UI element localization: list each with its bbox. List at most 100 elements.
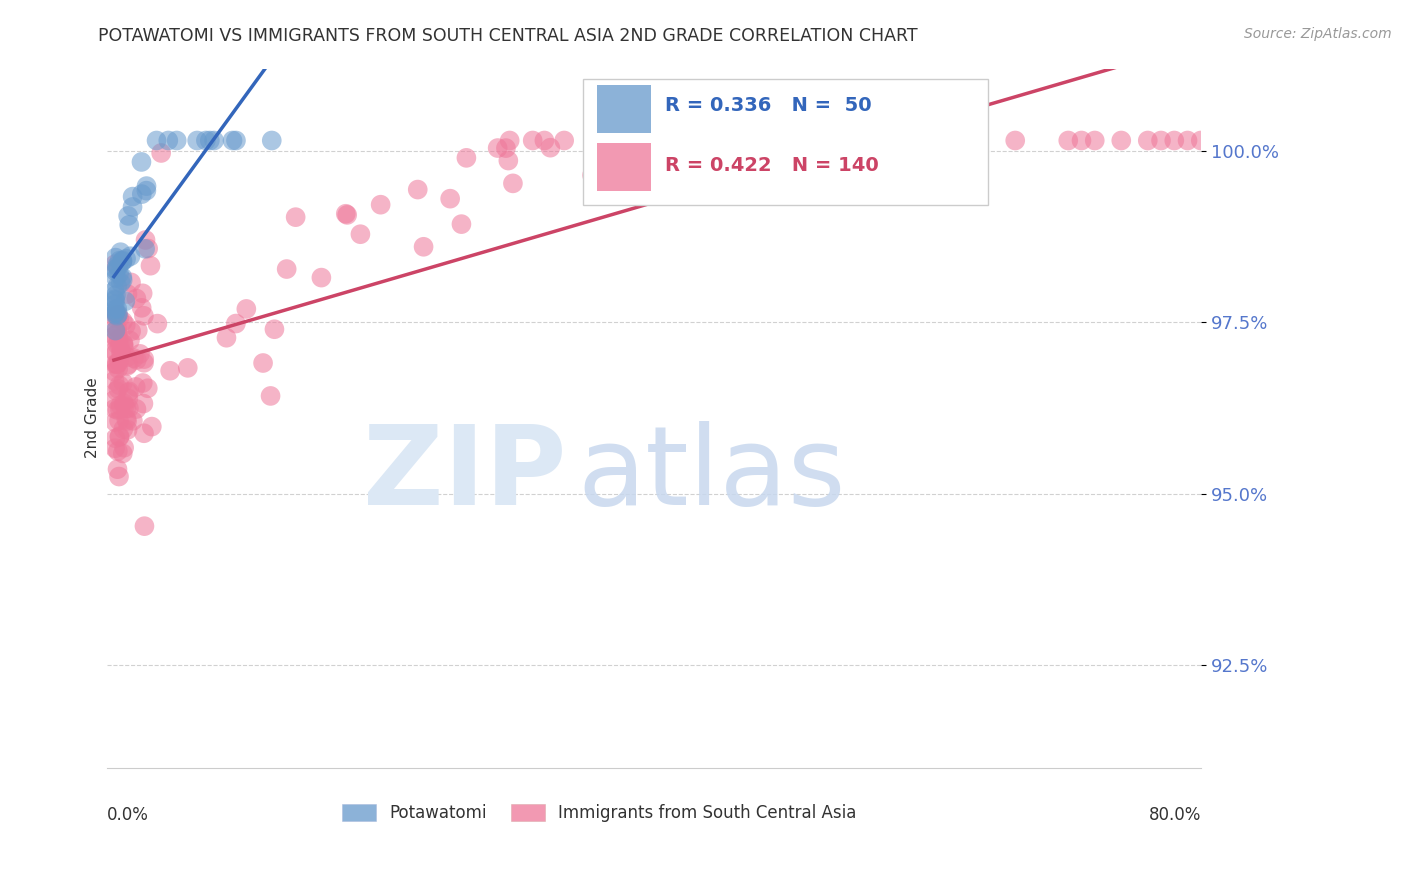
Point [104, 311, 127, 326]
Point [439, 192, 461, 206]
Point [112, 441, 135, 455]
Point [159, 364, 181, 378]
Point [104, 293, 127, 308]
Point [177, 360, 200, 375]
Point [115, 359, 138, 373]
Point [114, 399, 136, 413]
Point [681, 134, 703, 148]
Point [105, 384, 128, 398]
Point [115, 350, 138, 364]
Point [186, 134, 208, 148]
Point [122, 351, 145, 365]
Point [104, 305, 127, 319]
Point [263, 322, 285, 336]
Point [107, 382, 129, 396]
Point [1177, 134, 1199, 148]
Point [108, 402, 131, 417]
Point [107, 308, 129, 322]
Point [120, 249, 142, 263]
Point [105, 357, 128, 371]
Point [499, 134, 522, 148]
Point [120, 324, 142, 338]
Point [284, 210, 307, 224]
Point [108, 414, 131, 428]
Point [132, 426, 155, 441]
Point [486, 141, 509, 155]
Point [235, 301, 257, 316]
Point [110, 398, 132, 412]
Point [122, 414, 145, 428]
Point [132, 356, 155, 370]
Point [1136, 134, 1159, 148]
Point [105, 301, 128, 316]
Point [108, 469, 131, 483]
Point [105, 309, 128, 323]
Point [104, 442, 127, 456]
Point [1070, 134, 1092, 148]
Point [134, 352, 156, 367]
Point [115, 252, 138, 266]
Point [134, 242, 156, 256]
Point [125, 402, 148, 417]
Point [111, 446, 134, 460]
Y-axis label: 2nd Grade: 2nd Grade [86, 377, 100, 458]
Text: R = 0.422   N = 140: R = 0.422 N = 140 [665, 155, 879, 175]
Point [103, 365, 125, 379]
Point [1163, 134, 1185, 148]
Point [533, 134, 555, 148]
Point [112, 336, 135, 351]
Point [125, 292, 148, 306]
Point [107, 326, 129, 341]
Point [117, 392, 139, 406]
Point [412, 240, 434, 254]
Text: 80.0%: 80.0% [1149, 806, 1201, 824]
Point [125, 352, 148, 367]
Point [538, 141, 561, 155]
Point [146, 317, 169, 331]
Point [450, 217, 472, 231]
Point [150, 145, 173, 160]
Point [104, 324, 127, 338]
Point [110, 245, 132, 260]
Point [105, 279, 128, 293]
Point [110, 344, 132, 359]
FancyBboxPatch shape [598, 143, 651, 191]
Point [225, 134, 247, 148]
Point [110, 346, 132, 360]
Point [335, 207, 357, 221]
Point [105, 259, 128, 273]
Point [131, 155, 153, 169]
Point [139, 259, 162, 273]
Point [108, 253, 131, 268]
Point [612, 142, 634, 156]
Point [136, 381, 159, 395]
Point [1109, 134, 1132, 148]
Point [456, 151, 478, 165]
Point [118, 357, 141, 371]
Point [105, 322, 128, 336]
Point [104, 251, 127, 265]
Point [104, 288, 127, 302]
Point [1189, 134, 1212, 148]
Point [117, 287, 139, 301]
Point [104, 415, 127, 429]
Point [107, 310, 129, 325]
Point [105, 271, 128, 285]
Point [225, 317, 247, 331]
Point [141, 419, 163, 434]
Text: POTAWATOMI VS IMMIGRANTS FROM SOUTH CENTRAL ASIA 2ND GRADE CORRELATION CHART: POTAWATOMI VS IMMIGRANTS FROM SOUTH CENT… [98, 27, 918, 45]
Point [104, 357, 127, 371]
Point [129, 347, 152, 361]
Point [1057, 134, 1080, 148]
Point [111, 253, 134, 268]
Point [118, 401, 141, 416]
Point [112, 396, 135, 410]
Point [103, 293, 125, 307]
Point [202, 134, 225, 148]
Point [135, 179, 157, 194]
Point [108, 378, 131, 392]
Point [260, 134, 283, 148]
Point [1004, 134, 1026, 148]
Point [120, 276, 142, 290]
Point [103, 307, 125, 321]
